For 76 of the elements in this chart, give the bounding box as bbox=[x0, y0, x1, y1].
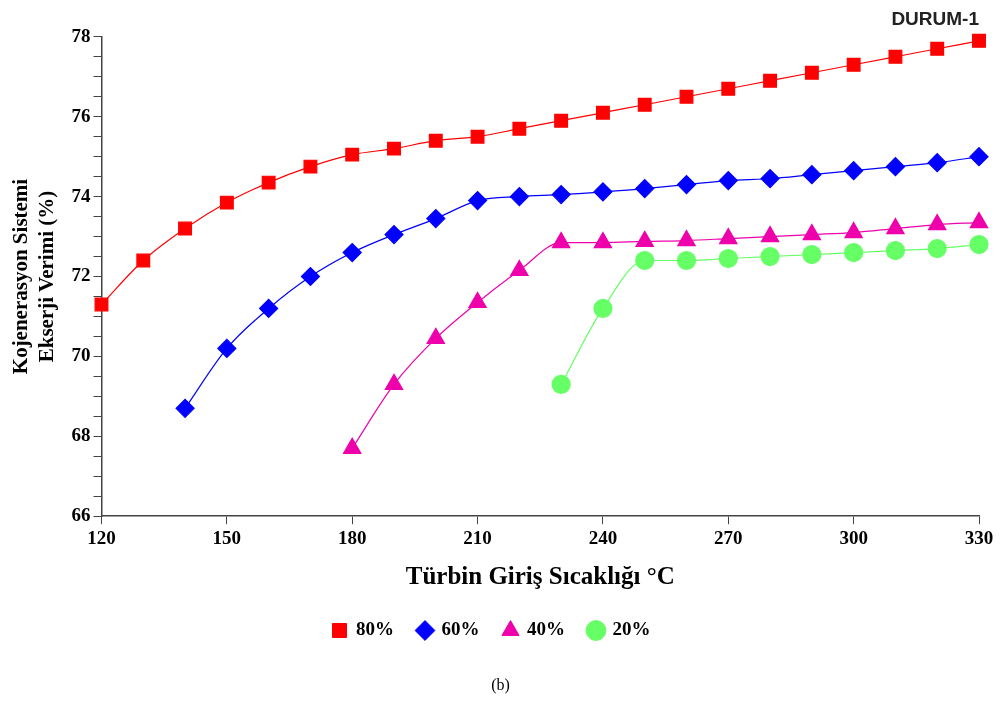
text: (b) bbox=[490, 676, 511, 694]
point bbox=[635, 250, 655, 271]
point bbox=[136, 253, 151, 268]
point bbox=[885, 157, 906, 177]
point bbox=[635, 179, 655, 199]
x-tick-label: 330 bbox=[964, 526, 994, 548]
legend-label: 40% bbox=[527, 618, 565, 640]
legend-label: 60% bbox=[441, 618, 480, 640]
point bbox=[426, 208, 446, 229]
legend-label: 20% bbox=[612, 618, 651, 640]
point bbox=[885, 240, 906, 261]
point bbox=[384, 224, 404, 245]
point bbox=[969, 234, 989, 255]
x-tick-label: 120 bbox=[87, 526, 116, 548]
y-tick-label: 76 bbox=[71, 104, 91, 126]
point bbox=[593, 298, 613, 319]
legend-label: 80% bbox=[356, 618, 394, 640]
y-tick-label: 68 bbox=[71, 424, 91, 446]
point bbox=[175, 398, 195, 418]
point bbox=[342, 242, 362, 263]
point bbox=[721, 81, 736, 96]
point bbox=[259, 298, 279, 319]
point bbox=[595, 105, 610, 120]
point bbox=[930, 41, 945, 56]
point bbox=[676, 175, 697, 195]
point bbox=[802, 165, 822, 185]
point bbox=[219, 195, 234, 210]
x-tick-label: 210 bbox=[463, 526, 492, 548]
point bbox=[94, 297, 109, 312]
point bbox=[760, 169, 780, 189]
point bbox=[551, 374, 571, 394]
point bbox=[303, 159, 318, 174]
point bbox=[470, 129, 485, 144]
y-tick-label: 66 bbox=[71, 504, 91, 526]
point bbox=[804, 65, 819, 80]
point bbox=[844, 161, 864, 181]
y-tick-label: 78 bbox=[71, 24, 91, 46]
point bbox=[593, 182, 613, 202]
x-tick-label: 240 bbox=[588, 526, 618, 548]
point bbox=[512, 121, 527, 136]
point bbox=[718, 171, 738, 191]
point bbox=[554, 113, 569, 128]
point bbox=[972, 33, 986, 48]
y-tick-label: 70 bbox=[71, 344, 91, 366]
point bbox=[387, 141, 401, 156]
x-tick-label: 180 bbox=[337, 526, 367, 548]
point bbox=[509, 187, 529, 207]
point bbox=[637, 97, 652, 112]
point bbox=[679, 89, 694, 104]
point bbox=[844, 242, 864, 263]
point bbox=[551, 185, 571, 205]
point bbox=[676, 250, 697, 271]
point bbox=[846, 57, 861, 72]
x-tick-label: 300 bbox=[839, 526, 868, 548]
point bbox=[300, 266, 321, 287]
point bbox=[927, 238, 947, 259]
x-tick-label: 150 bbox=[212, 526, 242, 548]
point bbox=[969, 147, 989, 167]
point bbox=[763, 73, 778, 88]
point bbox=[261, 175, 276, 190]
y-tick-label: 74 bbox=[71, 184, 91, 206]
y-axis-title: Kojenerasyon Sistemi Ekserji Verimi (%) bbox=[7, 178, 58, 375]
point bbox=[467, 191, 488, 211]
point bbox=[178, 221, 193, 236]
point bbox=[428, 133, 443, 148]
point bbox=[760, 246, 780, 267]
x-axis-title: Türbin Giriş Sıcaklığı °C bbox=[405, 562, 675, 590]
point bbox=[927, 153, 947, 173]
x-tick-label: 270 bbox=[714, 526, 743, 548]
chart-title: DURUM-1 bbox=[891, 7, 980, 29]
point bbox=[217, 338, 237, 359]
point bbox=[345, 147, 360, 162]
point bbox=[888, 49, 903, 64]
point bbox=[718, 248, 738, 269]
point bbox=[802, 244, 822, 265]
y-tick-label: 72 bbox=[71, 264, 91, 286]
